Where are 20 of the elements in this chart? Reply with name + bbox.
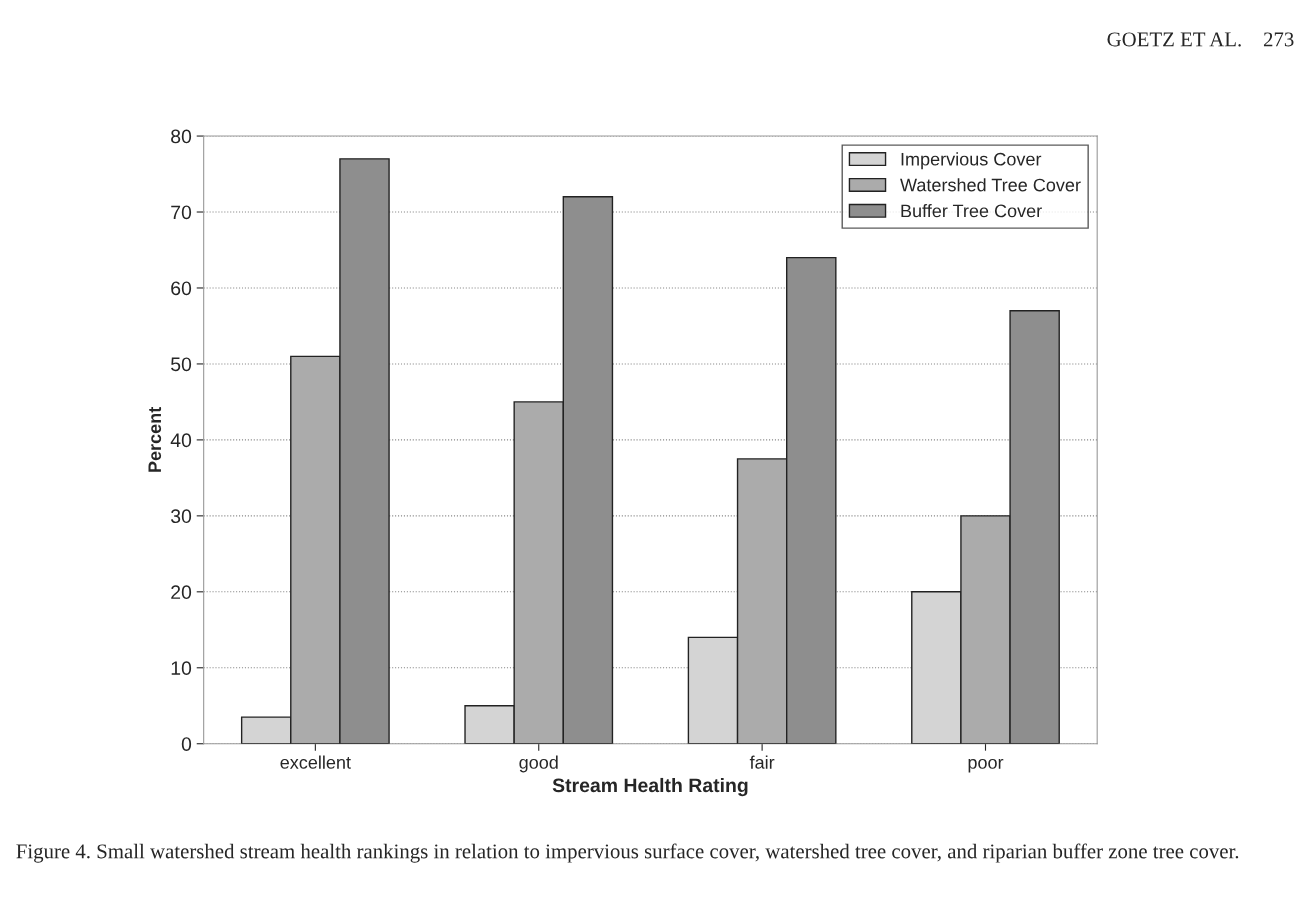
x-tick-label: excellent (280, 755, 351, 769)
y-tick-label: 10 (171, 661, 192, 676)
y-tick-label: 60 (171, 281, 192, 296)
y-tick-label: 50 (171, 357, 192, 372)
x-axis-title: Stream Health Rating (552, 777, 748, 797)
y-tick-label: 70 (171, 205, 192, 220)
x-tick-label: fair (749, 755, 775, 769)
x-tick-label: poor (968, 758, 1004, 773)
text: GOETZ ET AL. 273 (1107, 32, 1294, 47)
y-tick-label: 80 (171, 129, 192, 144)
y-tick-label: 40 (170, 433, 192, 448)
y-axis-title: Percent (148, 407, 162, 472)
legend-label: Buffer Tree Cover (901, 204, 1042, 218)
legend-label: Watershed Tree Cover (900, 178, 1081, 192)
x-tick-label: good (519, 755, 558, 773)
y-tick-label: 20 (171, 585, 192, 600)
y-tick-label: 30 (170, 509, 192, 524)
caption: Figure 4. Small watershed stream health rankings in relation to impervious surface cover, watershed tree cover, and riparian buffer zone tree cover. (16, 843, 1239, 863)
y-tick-label: 0 (181, 737, 192, 751)
legend-label: Impervious Cover (901, 152, 1042, 170)
